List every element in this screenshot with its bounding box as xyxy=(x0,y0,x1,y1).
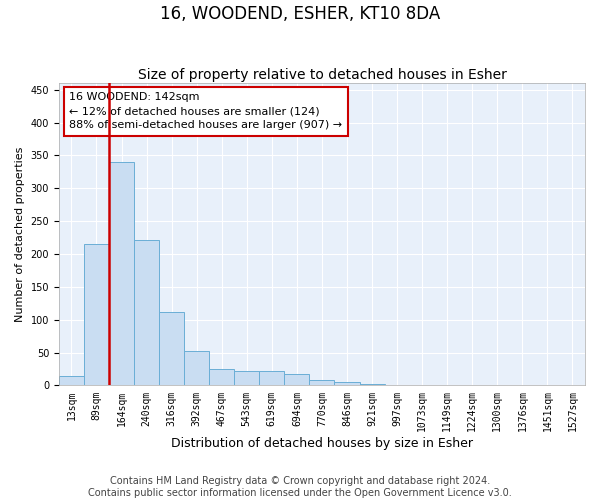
Bar xyxy=(159,312,184,386)
Y-axis label: Number of detached properties: Number of detached properties xyxy=(15,146,25,322)
Bar xyxy=(109,162,134,386)
Bar xyxy=(385,385,410,386)
Bar xyxy=(284,374,310,386)
Bar xyxy=(84,244,109,386)
Bar xyxy=(310,380,334,386)
Bar xyxy=(259,371,284,386)
Title: Size of property relative to detached houses in Esher: Size of property relative to detached ho… xyxy=(137,68,506,82)
Bar xyxy=(134,240,159,386)
Text: 16, WOODEND, ESHER, KT10 8DA: 16, WOODEND, ESHER, KT10 8DA xyxy=(160,5,440,23)
Bar xyxy=(184,352,209,386)
Bar xyxy=(59,376,84,386)
Bar xyxy=(334,382,359,386)
Bar xyxy=(234,371,259,386)
Text: Contains HM Land Registry data © Crown copyright and database right 2024.
Contai: Contains HM Land Registry data © Crown c… xyxy=(88,476,512,498)
Text: 16 WOODEND: 142sqm
← 12% of detached houses are smaller (124)
88% of semi-detach: 16 WOODEND: 142sqm ← 12% of detached hou… xyxy=(70,92,343,130)
Bar xyxy=(209,369,234,386)
X-axis label: Distribution of detached houses by size in Esher: Distribution of detached houses by size … xyxy=(171,437,473,450)
Bar xyxy=(359,384,385,386)
